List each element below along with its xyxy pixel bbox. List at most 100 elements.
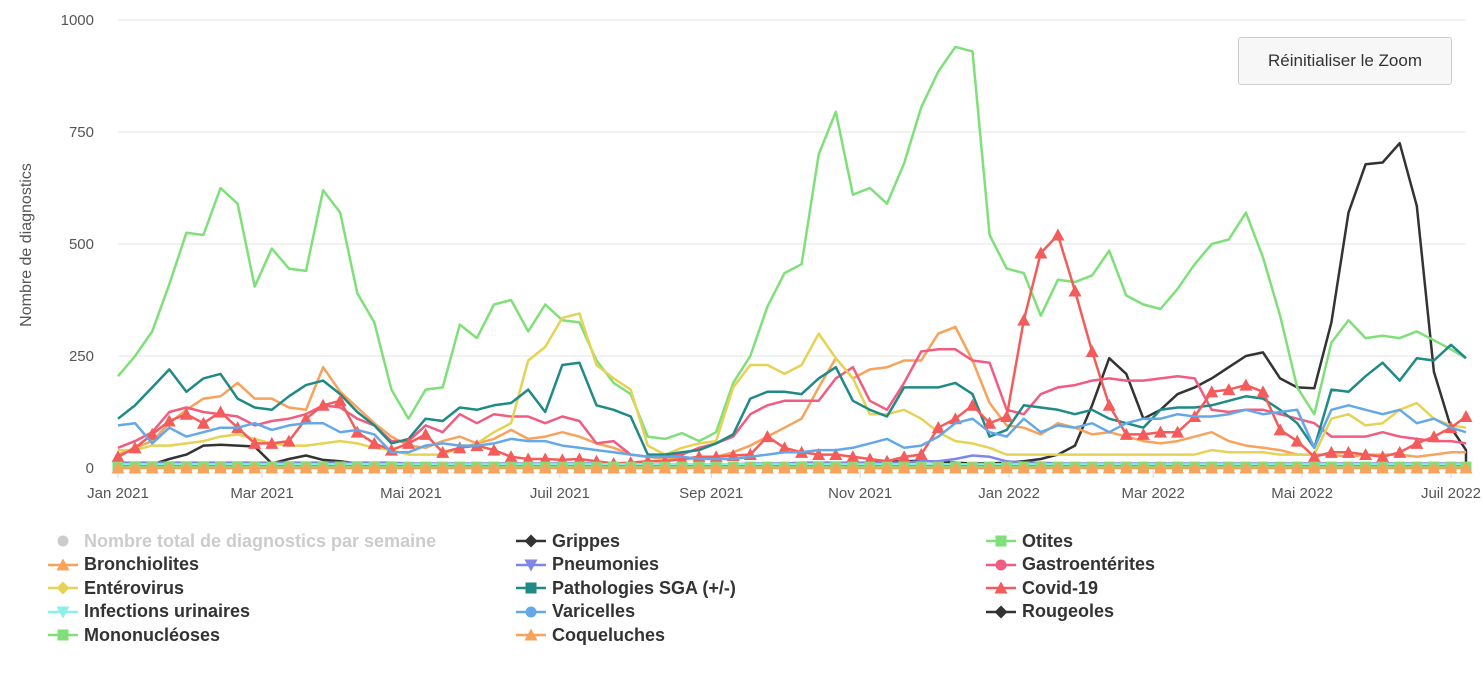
y-tick-label: 250 (69, 348, 94, 365)
legend-label: Pathologies SGA (+/-) (552, 577, 736, 598)
legend-symbol (48, 606, 78, 618)
data-point (538, 461, 552, 474)
legend-symbol (48, 558, 78, 570)
legend-marker (994, 581, 1008, 594)
data-point (162, 414, 176, 427)
data-point (419, 427, 433, 440)
data-point (1324, 461, 1338, 474)
data-point (1222, 461, 1236, 474)
data-point (1000, 461, 1014, 474)
data-point (453, 461, 467, 474)
data-point (1410, 461, 1424, 474)
legend-marker (56, 558, 70, 570)
x-tick-label: Nov 2021 (828, 485, 892, 502)
legend-item[interactable]: Rougeoles (986, 601, 1114, 623)
data-point (179, 461, 193, 474)
legend-item[interactable]: Nombre total de diagnostics par semaine (48, 530, 436, 552)
legend-item[interactable]: Pathologies SGA (+/-) (516, 577, 736, 599)
series-line (117, 348, 1467, 459)
data-point (436, 445, 450, 458)
data-point (1136, 427, 1150, 440)
data-point (795, 461, 809, 474)
data-point (778, 461, 791, 474)
data-point (897, 450, 911, 463)
data-point (1341, 445, 1355, 458)
legend-item[interactable]: Covid-19 (986, 577, 1098, 599)
data-point (829, 448, 843, 461)
legend-label: Entérovirus (84, 577, 185, 598)
data-point (214, 461, 228, 474)
data-point (965, 398, 979, 411)
data-point (1290, 434, 1304, 447)
data-point (760, 430, 774, 443)
data-point (299, 412, 313, 425)
series-line (117, 45, 1467, 443)
data-point (1427, 430, 1441, 443)
data-point (555, 461, 569, 474)
data-point (743, 461, 757, 474)
legend-item[interactable]: Gastroentérites (986, 554, 1155, 576)
data-point (1222, 383, 1236, 396)
legend-symbol (986, 581, 1016, 594)
data-point (333, 461, 347, 474)
legend-item[interactable]: Entérovirus (48, 577, 184, 599)
series-6 (118, 312, 1467, 456)
data-point (863, 452, 877, 465)
legend-marker (56, 606, 70, 618)
legend-item[interactable]: Coqueluches (516, 624, 665, 646)
data-point (1393, 445, 1407, 458)
data-point (299, 461, 313, 474)
chart-grid (118, 19, 1466, 357)
data-point (1034, 246, 1048, 259)
legend-item[interactable]: Pneumonies (516, 554, 659, 576)
series-7 (117, 343, 1467, 456)
data-point (1171, 461, 1185, 474)
data-point (248, 461, 262, 474)
data-point (914, 448, 928, 461)
data-point (128, 461, 142, 474)
line-chart: 0 250 500 750 1000 Jan 2021 Mar 2021 Mai 2021 J… (18, 12, 1481, 502)
data-point (367, 461, 381, 474)
data-point (1459, 461, 1473, 474)
series-line (117, 325, 1466, 461)
data-point (778, 441, 791, 454)
data-point (726, 461, 740, 474)
data-point (1459, 409, 1473, 422)
data-point (384, 461, 398, 474)
legend-item[interactable]: Infections urinaires (48, 601, 250, 623)
legend-item[interactable]: Otites (986, 530, 1073, 552)
data-point (1051, 461, 1065, 474)
data-point (1324, 445, 1338, 458)
data-point (179, 407, 193, 420)
data-point (692, 461, 706, 474)
data-point (1307, 461, 1321, 474)
data-point (812, 448, 826, 461)
data-point (1085, 345, 1099, 358)
data-point (1273, 423, 1287, 436)
data-point (1427, 461, 1441, 474)
data-point (983, 461, 997, 474)
data-point (487, 461, 501, 474)
legend-item[interactable]: Grippes (516, 530, 620, 552)
data-point (1205, 461, 1219, 474)
legend-marker (525, 582, 537, 594)
chart-legend: Nombre total de diagnostics par semaine G… (48, 530, 1468, 660)
data-point (1239, 461, 1253, 474)
legend-symbol (516, 606, 546, 617)
legend-item[interactable]: Varicelles (516, 601, 635, 623)
reset-zoom-button[interactable]: Réinitialiser le Zoom (1238, 37, 1452, 85)
data-point (316, 398, 330, 411)
legend-item[interactable]: Mononucléoses (48, 624, 220, 646)
legend-symbol (516, 559, 546, 571)
legend-symbol (986, 559, 1016, 570)
legend-symbol (986, 605, 1016, 618)
data-point (1085, 461, 1099, 474)
legend-marker (57, 535, 69, 547)
x-tick-label: Juil 2021 (530, 485, 590, 502)
series-5 (117, 348, 1467, 459)
data-point (897, 461, 911, 474)
legend-marker (524, 628, 538, 641)
legend-item[interactable]: Bronchiolites (48, 554, 199, 576)
data-point (248, 436, 262, 449)
legend-symbol (48, 629, 78, 641)
